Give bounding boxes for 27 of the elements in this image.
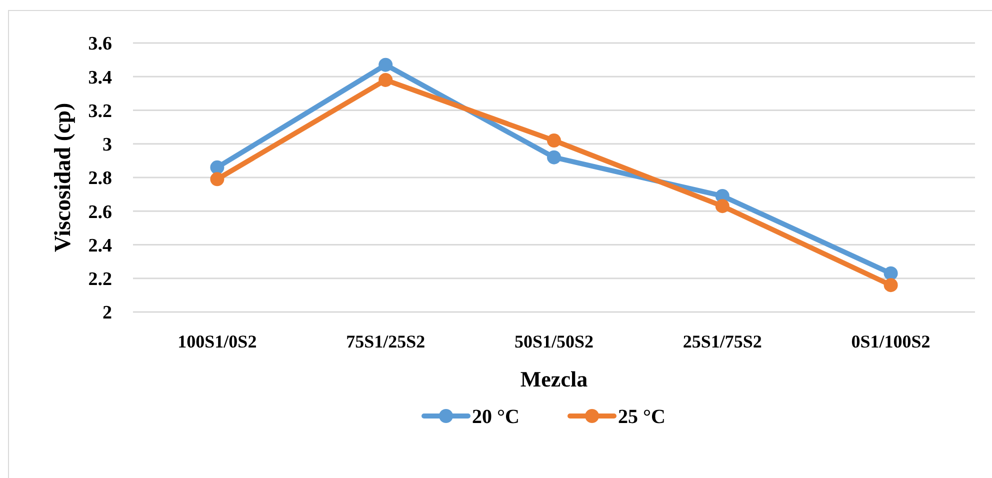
point: [547, 150, 561, 164]
y-axis-title: Viscosidad (cp): [50, 102, 76, 252]
point: [547, 134, 561, 148]
x-tick-label: 0S1/100S2: [851, 331, 930, 352]
point: [884, 278, 898, 292]
x-tick-label: 100S1/0S2: [178, 331, 257, 352]
x-tick-label: 75S1/25S2: [346, 331, 426, 352]
point: [378, 72, 393, 87]
point: [884, 266, 898, 280]
point: [210, 160, 224, 174]
x-tick-label: 50S1/50S2: [514, 331, 594, 352]
y-tick-label: 2: [102, 302, 112, 324]
y-tick-label: 3: [102, 134, 112, 156]
y-tick-label: 3.6: [88, 34, 112, 55]
legend-label: 20 °C: [472, 406, 520, 428]
point: [210, 172, 224, 186]
y-tick-label: 3.4: [88, 67, 112, 88]
legend-label: 25 °C: [618, 406, 666, 428]
y-tick-label: 2.4: [88, 235, 112, 256]
y-tick-label: 2.6: [88, 202, 112, 223]
y-tick-label: 3.2: [88, 100, 112, 122]
y-tick-label: 2.2: [88, 269, 112, 290]
x-axis-title: Mezcla: [520, 366, 588, 392]
y-tick-label: 2.8: [88, 168, 112, 190]
x-tick-label: 25S1/75S2: [682, 331, 762, 352]
point: [378, 58, 393, 72]
point: [715, 199, 730, 214]
